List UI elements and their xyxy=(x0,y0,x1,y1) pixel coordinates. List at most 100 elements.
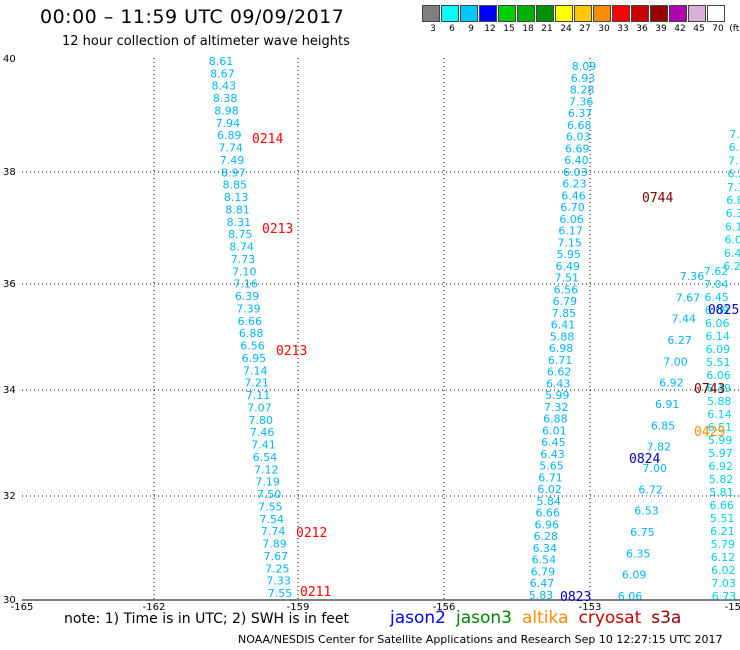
wave-height-value: 6.12 xyxy=(711,551,736,564)
wave-height-value: 6.71 xyxy=(538,471,563,484)
wave-height-value: 8.67 xyxy=(210,67,235,80)
scale-swatch xyxy=(460,5,478,22)
scale-swatch xyxy=(688,5,706,22)
wave-height-value: 8.74 xyxy=(229,241,254,254)
pass-time-label: 0744 xyxy=(642,191,673,206)
wave-height-value: 8.38 xyxy=(213,92,238,105)
wave-height-value: 6.39 xyxy=(235,290,260,303)
wave-height-value: 6.06 xyxy=(559,213,584,226)
scale-swatch xyxy=(479,5,497,22)
wave-height-value: 7.07 xyxy=(247,401,272,414)
wave-height-value: 5.82 xyxy=(709,473,734,486)
wave-height-value: 7.03 xyxy=(711,577,736,590)
page-title: 00:00 – 11:59 UTC 09/09/2017 xyxy=(40,6,345,28)
lat-label: 40 xyxy=(3,54,16,65)
wave-height-value: 6.72 xyxy=(638,483,663,496)
legend-item-cryosat: cryosat xyxy=(578,608,642,628)
wave-height-value: 7.50 xyxy=(257,488,282,501)
wave-height-value: 8.61 xyxy=(209,55,234,68)
wave-height-value: 8.28 xyxy=(570,84,595,97)
scale-tick-label: 21 xyxy=(541,24,553,34)
wave-height-value: 6.43 xyxy=(546,377,571,390)
wave-height-value: 6.2 xyxy=(723,260,740,273)
wave-height-value: 7.1 xyxy=(727,181,740,194)
wave-height-value: 7.67 xyxy=(676,291,701,304)
wave-height-value: 6.09 xyxy=(706,343,731,356)
wave-height-value: 6.03 xyxy=(566,131,591,144)
wave-height-value: 6.92 xyxy=(709,460,734,473)
scale-tick-label: 42 xyxy=(674,24,686,34)
wave-height-value: 8.85 xyxy=(222,179,247,192)
wave-height-value: 7.85 xyxy=(552,307,577,320)
lon-label: -156 xyxy=(433,602,456,613)
scale-tick-label: 18 xyxy=(522,24,534,34)
wave-height-value: 6.71 xyxy=(548,354,573,367)
pass-time-label: 0213 xyxy=(276,344,307,359)
wave-height-value: 7.44 xyxy=(671,313,696,326)
wave-height-value: 6.88 xyxy=(239,327,264,340)
wave-height-value: 5.79 xyxy=(710,538,735,551)
wave-height-value: 7.41 xyxy=(251,439,276,452)
pass-time-label: 0214 xyxy=(252,132,283,147)
wave-height-value: 6.79 xyxy=(531,565,556,578)
time-labels: 0214 0213 0213 0212 0211 0744 0825 0743 0429 0824… xyxy=(252,132,739,605)
wave-height-value: 8.31 xyxy=(227,216,252,229)
scale-tick-label: 27 xyxy=(579,24,591,34)
scale-swatch xyxy=(422,5,440,22)
wave-height-value: 6.02 xyxy=(537,483,562,496)
wave-height-value: 6.03 xyxy=(563,166,588,179)
wave-height-value: 6.66 xyxy=(535,507,560,520)
wave-height-value: 7.00 xyxy=(643,462,668,475)
wave-height-value: 6.56 xyxy=(554,283,579,296)
wave-height-value: 6.47 xyxy=(530,577,555,590)
wave-height-value: 6.95 xyxy=(242,352,267,365)
wave-height-value: 5.95 xyxy=(556,248,581,261)
wave-height-value: 7.33 xyxy=(266,575,291,588)
scale-unit: (ft) xyxy=(729,24,740,34)
wave-height-value: 6.93 xyxy=(571,72,596,85)
scale-tick-label: 6 xyxy=(449,24,455,34)
wave-height-value: 8.98 xyxy=(214,104,239,117)
scale-swatch xyxy=(517,5,535,22)
wave-height-value: 5.99 xyxy=(708,434,733,447)
wave-height-value: 8.97 xyxy=(221,166,246,179)
wave-height-value: 6.27 xyxy=(667,334,692,347)
wave-height-value: 6.6 xyxy=(729,141,740,154)
legend-item-s3a: s3a xyxy=(651,608,682,628)
legend-item-altika: altika xyxy=(522,608,569,628)
scale-tick-label: 45 xyxy=(693,24,705,34)
wave-height-value: 6.51 xyxy=(708,421,733,434)
wave-height-value: 8.75 xyxy=(228,228,253,241)
wave-height-value: 6.35 xyxy=(626,547,651,560)
wave-height-value: 6.3 xyxy=(726,207,740,220)
wave-height-value: 7.80 xyxy=(249,414,274,427)
scale-swatch xyxy=(574,5,592,22)
wave-height-value: 7.36 xyxy=(680,270,705,283)
wave-height-value: 6.41 xyxy=(551,319,576,332)
scale-tick-label: 39 xyxy=(655,24,667,34)
lat-label: 30 xyxy=(3,595,16,606)
scale-tick-label: 12 xyxy=(484,24,496,34)
wave-height-value: 7.32 xyxy=(544,401,569,414)
page-subtitle: 12 hour collection of altimeter wave hei… xyxy=(62,34,350,49)
wave-height-value: 6.09 xyxy=(705,304,730,317)
wave-height-value: 7.2 xyxy=(729,128,740,141)
pass-time-label: 0213 xyxy=(262,222,293,237)
wave-height-value: 6.66 xyxy=(710,499,735,512)
wave-height-value: 6.85 xyxy=(651,419,676,432)
wave-height-value: 5.99 xyxy=(545,389,570,402)
wave-height-value: 8.81 xyxy=(225,203,250,216)
wave-height-value: 6.92 xyxy=(659,377,684,390)
pass-time-label: 0211 xyxy=(300,585,331,600)
wave-height-value: 5.65 xyxy=(539,460,564,473)
wave-height-value: 5.88 xyxy=(550,330,575,343)
wave-height-value: 7.82 xyxy=(647,441,672,454)
lon-label: -159 xyxy=(287,602,310,613)
scale-swatch xyxy=(441,5,459,22)
wave-height-value: 6.14 xyxy=(705,330,730,343)
wave-height-value: 6.09 xyxy=(622,569,647,582)
pass-time-label: 0825 xyxy=(708,303,739,318)
wave-height-value: 6.73 xyxy=(712,590,737,603)
wave-height-value: 6.98 xyxy=(549,342,574,355)
wave-height-value: 5.84 xyxy=(536,495,561,508)
